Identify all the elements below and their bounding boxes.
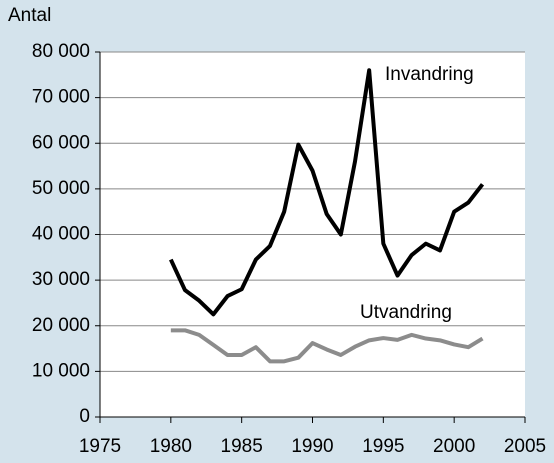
y-tick-label: 70 000 <box>32 87 90 108</box>
y-tick-label: 60 000 <box>32 132 90 153</box>
y-tick-label: 40 000 <box>32 224 90 245</box>
y-tick-label: 0 <box>79 406 90 427</box>
y-tick-label: 10 000 <box>32 360 90 381</box>
series-line <box>170 328 484 364</box>
y-tick-label: 50 000 <box>32 178 90 199</box>
x-tick-label: 1975 <box>79 436 121 457</box>
x-tick-label: 2000 <box>433 436 475 457</box>
series-line <box>169 68 485 317</box>
x-tick-label: 1990 <box>291 436 333 457</box>
y-axis-label: Antal <box>8 5 51 26</box>
series-label: Invandring <box>385 64 474 85</box>
x-tick-label: 2005 <box>504 436 546 457</box>
x-tick-label: 1985 <box>221 436 263 457</box>
x-tick-label: 1980 <box>150 436 192 457</box>
y-tick-label: 20 000 <box>32 315 90 336</box>
x-tick-label: 1995 <box>362 436 404 457</box>
y-tick-label: 30 000 <box>32 269 90 290</box>
series-label: Utvandring <box>360 302 452 323</box>
y-tick-label: 80 000 <box>32 41 90 62</box>
